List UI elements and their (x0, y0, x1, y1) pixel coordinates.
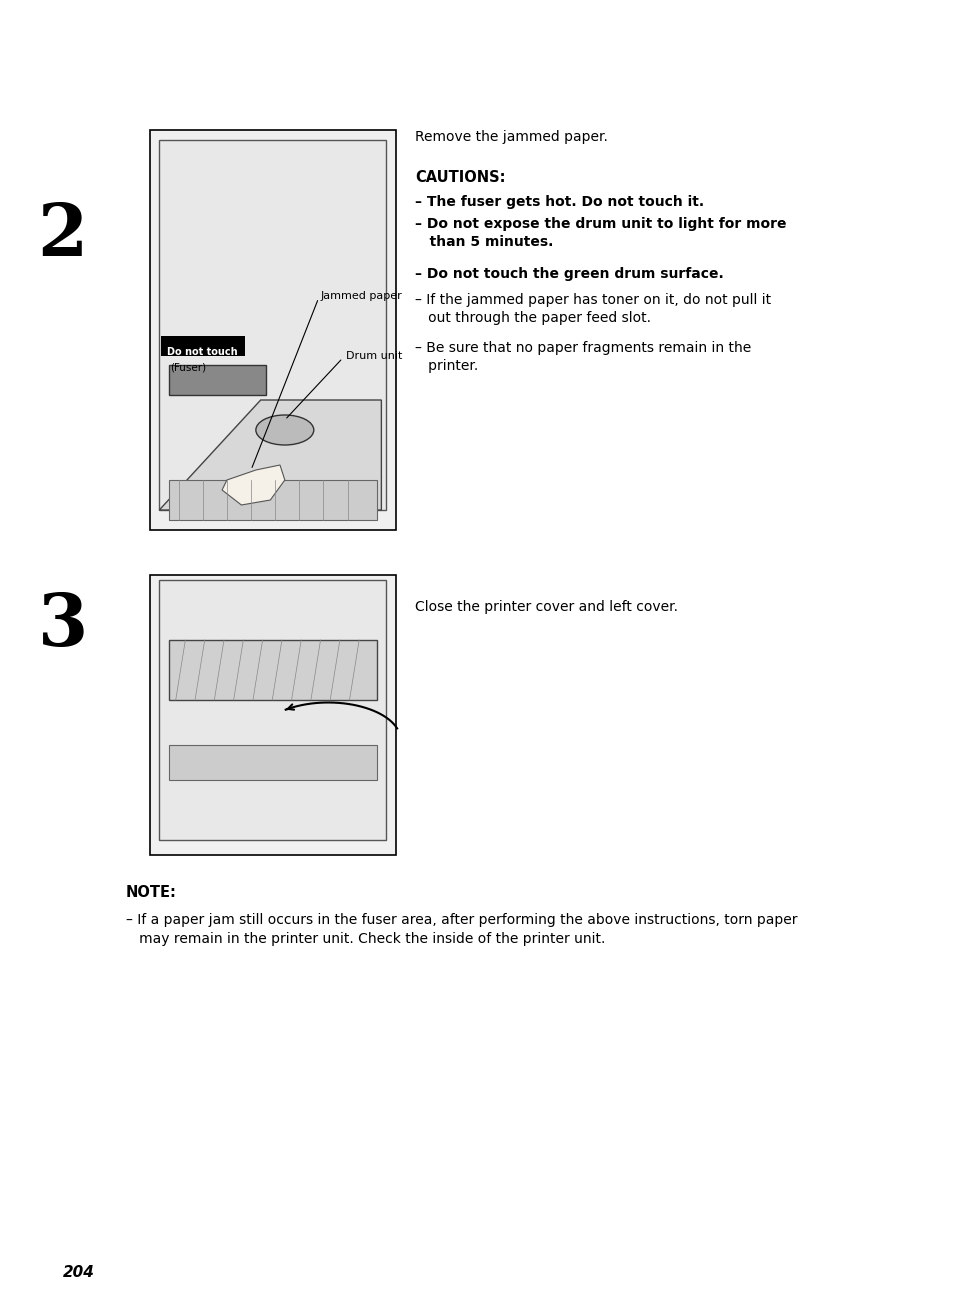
Bar (169, 746, 376, 780)
Ellipse shape (255, 415, 314, 445)
Polygon shape (222, 466, 285, 505)
Bar (159, 140, 386, 510)
FancyBboxPatch shape (161, 336, 245, 356)
Text: Close the printer cover and left cover.: Close the printer cover and left cover. (415, 600, 678, 613)
Text: Drum unit: Drum unit (345, 351, 401, 361)
Text: 2: 2 (37, 200, 88, 271)
Text: CAUTIONS:: CAUTIONS: (415, 170, 505, 184)
Text: – If the jammed paper has toner on it, do not pull it
   out through the paper f: – If the jammed paper has toner on it, d… (415, 293, 770, 326)
Text: – Do not expose the drum unit to light for more
   than 5 minutes.: – Do not expose the drum unit to light f… (415, 217, 786, 250)
Polygon shape (159, 400, 381, 510)
Text: – If a paper jam still occurs in the fuser area, after performing the above inst: – If a paper jam still occurs in the fus… (126, 913, 796, 947)
Bar (169, 640, 376, 700)
Text: Jammed paper: Jammed paper (320, 290, 402, 301)
Bar (169, 480, 376, 521)
Text: – Do not touch the green drum surface.: – Do not touch the green drum surface. (415, 267, 723, 281)
Text: Remove the jammed paper.: Remove the jammed paper. (415, 129, 607, 144)
Bar (150, 576, 395, 855)
Bar (159, 579, 386, 840)
Text: – The fuser gets hot. Do not touch it.: – The fuser gets hot. Do not touch it. (415, 195, 703, 209)
Text: 3: 3 (37, 590, 88, 661)
Text: (Fuser): (Fuser) (170, 364, 206, 373)
Bar (169, 365, 265, 395)
Text: Do not touch: Do not touch (168, 347, 238, 357)
Bar (150, 129, 395, 530)
Text: 204: 204 (63, 1265, 94, 1281)
Text: NOTE:: NOTE: (126, 886, 176, 900)
Text: – Be sure that no paper fragments remain in the
   printer.: – Be sure that no paper fragments remain… (415, 341, 751, 373)
